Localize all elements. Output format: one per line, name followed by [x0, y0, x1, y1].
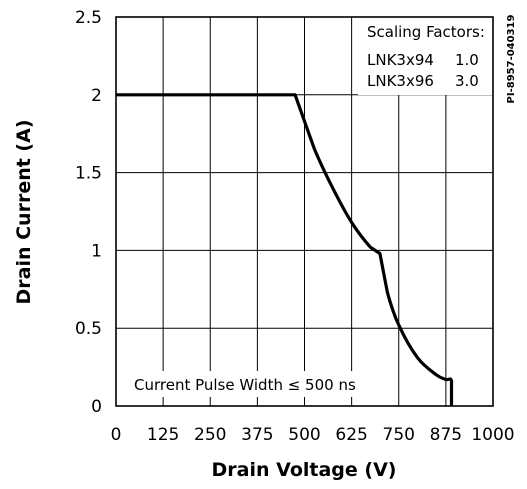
x-tick-label: 875 [430, 425, 462, 445]
x-tick-labels: 0 125 250 375 500 625 750 875 1000 [111, 425, 515, 445]
x-tick-label: 375 [241, 425, 273, 445]
plot-frame [115, 16, 494, 407]
y-tick-label: 0.5 [75, 319, 102, 339]
x-tick-label: 750 [383, 425, 415, 445]
x-tick-label: 125 [147, 425, 179, 445]
y-tick-label: 0 [91, 397, 102, 417]
pulse-width-box [128, 371, 396, 397]
y-tick-label: 2 [91, 86, 102, 106]
reference-code: PI-8957-040319 [506, 14, 517, 103]
x-tick-label: 625 [335, 425, 367, 445]
x-tick-label: 500 [288, 425, 320, 445]
scaling-row-part-1: LNK3x94 [367, 51, 434, 69]
x-tick-label: 0 [111, 425, 122, 445]
scaling-factors-table: Scaling Factors: LNK3x94 1.0 LNK3x96 3.0 [358, 17, 494, 95]
pulse-width-text: Current Pulse Width ≤ 500 ns [134, 376, 356, 394]
scaling-row-part-2: LNK3x96 [367, 72, 434, 90]
y-axis-label: Drain Current (A) [13, 119, 35, 304]
x-axis-label: Drain Voltage (V) [212, 459, 397, 481]
y-tick-label: 1.5 [75, 164, 102, 184]
scaling-factors-title: Scaling Factors: [367, 23, 485, 41]
scaling-factors-box [358, 17, 494, 95]
scaling-row-factor-1: 1.0 [455, 51, 479, 69]
y-tick-label: 2.5 [75, 8, 102, 28]
x-tick-label: 1000 [471, 425, 514, 445]
pulse-width-note: Current Pulse Width ≤ 500 ns [128, 371, 396, 397]
y-tick-labels: 0 0.5 1 1.5 2 2.5 [75, 8, 102, 417]
y-tick-label: 1 [91, 241, 102, 261]
x-tick-label: 250 [194, 425, 226, 445]
scaling-row-factor-2: 3.0 [455, 72, 479, 90]
series-line [116, 93, 454, 406]
